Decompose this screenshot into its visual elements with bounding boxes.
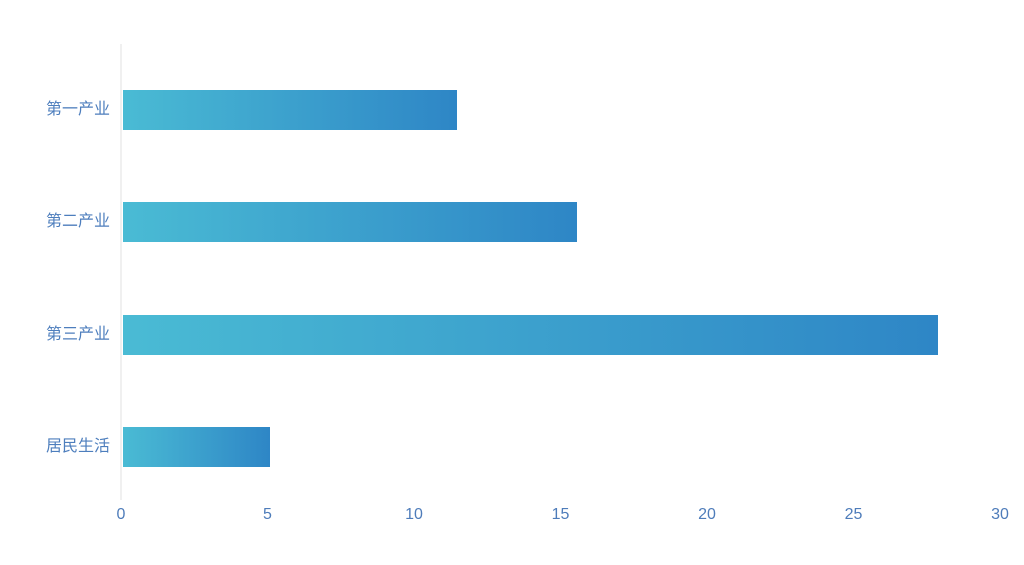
x-tick-label: 10 [405,506,423,523]
bar[interactable] [123,314,938,355]
x-tick-label: 15 [551,506,570,523]
x-tick-label: 5 [263,506,272,523]
y-axis-label: 第二产业 [45,213,110,231]
x-tick-label: 30 [991,506,1009,523]
bar[interactable] [123,202,578,243]
bar[interactable] [123,90,458,131]
bar[interactable] [123,427,270,468]
x-tick-label: 0 [116,506,126,523]
y-axis-label: 第三产业 [45,325,110,343]
x-tick-label: 25 [844,506,863,523]
x-tick-label: 20 [698,506,716,523]
y-axis-label: 居民生活 [45,438,110,456]
y-axis-line [120,44,122,500]
y-axis-label: 第一产业 [45,101,110,119]
